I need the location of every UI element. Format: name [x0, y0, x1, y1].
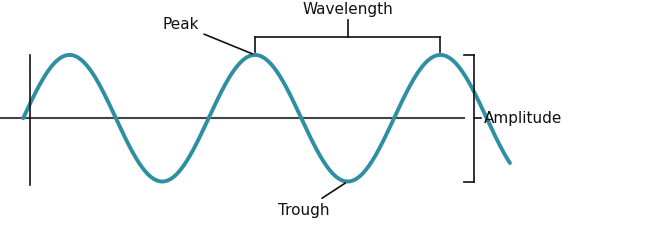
Text: Trough: Trough — [278, 183, 345, 218]
Text: Wavelength: Wavelength — [302, 2, 393, 17]
Text: Peak: Peak — [162, 17, 252, 54]
Text: Amplitude: Amplitude — [484, 111, 562, 126]
